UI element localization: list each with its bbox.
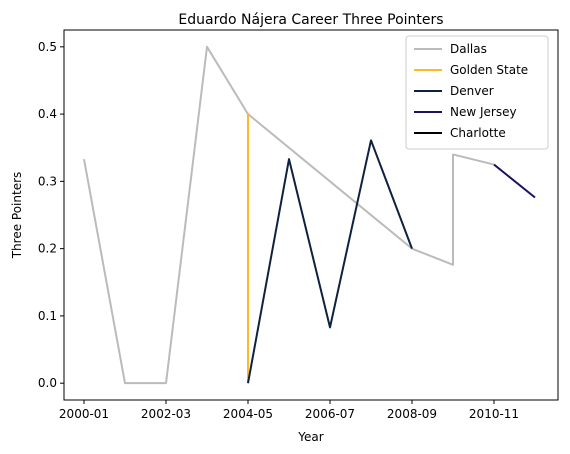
y-tick-label: 0.3 <box>38 174 57 188</box>
x-tick-label: 2008-09 <box>387 407 437 421</box>
y-axis: 0.0 0.1 0.2 0.3 0.4 0.5 <box>38 40 64 390</box>
series-layer <box>83 45 536 385</box>
series-line-new-jersey <box>493 163 536 199</box>
y-tick-label: 0.2 <box>38 242 57 256</box>
legend-label: Denver <box>450 84 494 98</box>
y-tick-label: 0.0 <box>38 376 57 390</box>
legend-label: Golden State <box>450 63 528 77</box>
x-axis: 2000-01 2002-03 2004-05 2006-07 2008-09 2010-… <box>59 400 519 421</box>
x-axis-label: Year <box>297 430 323 444</box>
legend-label: New Jersey <box>450 105 517 119</box>
legend-label: Dallas <box>450 42 487 56</box>
series-line-denver <box>247 139 413 384</box>
x-tick-label: 2004-05 <box>223 407 273 421</box>
legend-label: Charlotte <box>450 126 506 140</box>
y-axis-label: Three Pointers <box>10 172 24 260</box>
legend-box <box>405 35 549 150</box>
chart-title: Eduardo Nájera Career Three Pointers <box>178 12 443 28</box>
legend: Dallas Golden State Denver New Jersey Charlo… <box>405 35 549 150</box>
plot-frame <box>63 29 559 401</box>
x-tick-label: 2010-11 <box>469 407 519 421</box>
y-tick-label: 0.4 <box>38 107 57 121</box>
x-tick-label: 2006-07 <box>305 407 355 421</box>
y-tick-label: 0.5 <box>38 40 57 54</box>
x-tick-label: 2002-03 <box>141 407 191 421</box>
x-tick-label: 2000-01 <box>59 407 109 421</box>
y-tick-label: 0.1 <box>38 309 57 323</box>
